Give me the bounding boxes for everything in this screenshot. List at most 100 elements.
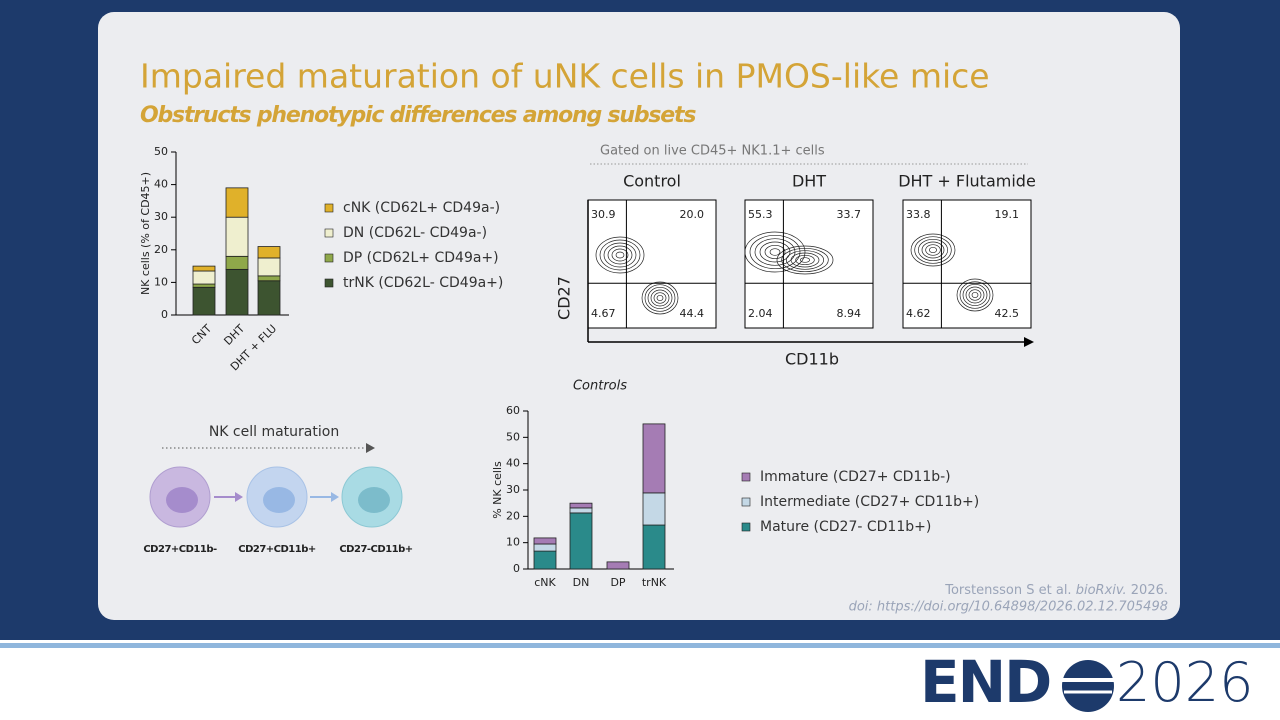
quadrant-value: 8.94 [837, 307, 862, 320]
contour [759, 241, 791, 263]
cell-3-nucleus [358, 487, 390, 513]
bar-segment [257, 257, 281, 277]
cell-arrowhead [331, 492, 339, 502]
contour [968, 289, 982, 301]
legend-swatch [741, 472, 751, 482]
cell-arrowhead [235, 492, 243, 502]
flow-x-arrow [1024, 337, 1034, 347]
legend-label: DP (CD62L+ CD49a+) [343, 250, 499, 266]
bar-segment [192, 286, 216, 316]
contour [921, 241, 945, 259]
x-tick-label: trNK [642, 576, 667, 589]
contour [641, 281, 679, 315]
flow-x-label: CD11b [785, 350, 839, 369]
y-tick-label: 30 [154, 210, 168, 223]
contour [910, 233, 956, 267]
quadrant-value: 4.62 [906, 307, 931, 320]
chart-title: Controls [573, 379, 627, 394]
legend-swatch [741, 522, 751, 532]
contour [795, 254, 815, 266]
quadrant-value: 2.04 [748, 307, 773, 320]
contour [971, 291, 979, 299]
bar-segment [533, 537, 557, 545]
citation-year: 2026. [1131, 583, 1168, 598]
legend-swatch [324, 228, 334, 238]
footer-stripe [0, 643, 1280, 648]
contour [790, 252, 820, 268]
contour [607, 245, 633, 265]
legend-label: Immature (CD27+ CD11b-) [760, 469, 951, 485]
contour [799, 257, 811, 263]
y-tick-label: 30 [506, 483, 520, 496]
x-tick-label: DN [573, 576, 590, 589]
legend-swatch [324, 253, 334, 263]
legend-label: Intermediate (CD27+ CD11b+) [760, 494, 979, 510]
contour [785, 250, 825, 270]
bar-segment [642, 524, 666, 570]
contour [653, 292, 667, 304]
y-tick-label: 50 [506, 430, 520, 443]
maturation-title: NK cell maturation [209, 424, 339, 440]
quadrant-value: 33.7 [837, 208, 862, 221]
legend-label: trNK (CD62L- CD49a+) [343, 275, 503, 291]
contour [749, 234, 801, 270]
quadrant-value: 44.4 [680, 307, 705, 320]
contour [914, 236, 952, 264]
contour [917, 238, 949, 262]
flow-header: Gated on live CD45+ NK1.1+ cells [600, 144, 825, 159]
quadrant-value: 33.8 [906, 208, 931, 221]
y-tick-label: 10 [154, 275, 168, 288]
citation-journal: bioRxiv. [1076, 583, 1127, 598]
contour [744, 231, 806, 273]
quadrant-value: 19.1 [995, 208, 1020, 221]
contour [656, 294, 664, 302]
quadrant-value: 4.67 [591, 307, 616, 320]
contour [595, 236, 645, 274]
bar-segment [225, 255, 249, 270]
y-tick-label: 20 [154, 243, 168, 256]
bar-segment [225, 268, 249, 316]
legend-swatch [324, 278, 334, 288]
y-tick-label: 50 [154, 145, 168, 158]
bar-segment [192, 270, 216, 285]
cell-1-nucleus [166, 487, 198, 513]
logo-globe [1062, 660, 1114, 712]
stage-label: CD27+CD11b+ [238, 544, 316, 555]
contour [615, 251, 625, 259]
maturation-arrowhead [366, 443, 375, 453]
contour [599, 239, 641, 271]
panel-title: DHT + Flutamide [898, 172, 1036, 191]
y-tick-label: 20 [506, 509, 520, 522]
bar-segment [569, 512, 593, 570]
bar-segment [257, 275, 281, 282]
panel-title: Control [623, 172, 681, 191]
contour [764, 244, 786, 260]
contour [647, 286, 673, 310]
contour [650, 289, 670, 307]
contour [611, 248, 629, 262]
citation-authors: Torstensson S et al. [944, 583, 1071, 598]
bar-segment [533, 543, 557, 552]
contour [959, 281, 991, 309]
legend-swatch [741, 497, 751, 507]
quadrant-value: 30.9 [591, 208, 616, 221]
y-tick-label: 10 [506, 536, 520, 549]
cell-2-nucleus [263, 487, 295, 513]
citation-doi: doi: https://doi.org/10.64898/2026.02.12… [849, 600, 1168, 615]
bar-segment [569, 502, 593, 509]
x-tick-label: cNK [534, 576, 556, 589]
y-tick-label: 40 [506, 457, 520, 470]
citation: Torstensson S et al. bioRxiv. 2026. [944, 583, 1168, 598]
contour [965, 286, 985, 304]
y-tick-label: 60 [506, 404, 520, 417]
quadrant-value: 55.3 [748, 208, 773, 221]
legend-label: cNK (CD62L+ CD49a-) [343, 200, 500, 216]
bar-segment [606, 561, 630, 570]
y-axis-label: % NK cells [491, 461, 504, 519]
flow-y-label: CD27 [555, 276, 574, 320]
y-tick-label: 40 [154, 178, 168, 191]
panel-title: DHT [792, 172, 826, 191]
title: Impaired maturation of uNK cells in PMOS… [140, 57, 990, 96]
